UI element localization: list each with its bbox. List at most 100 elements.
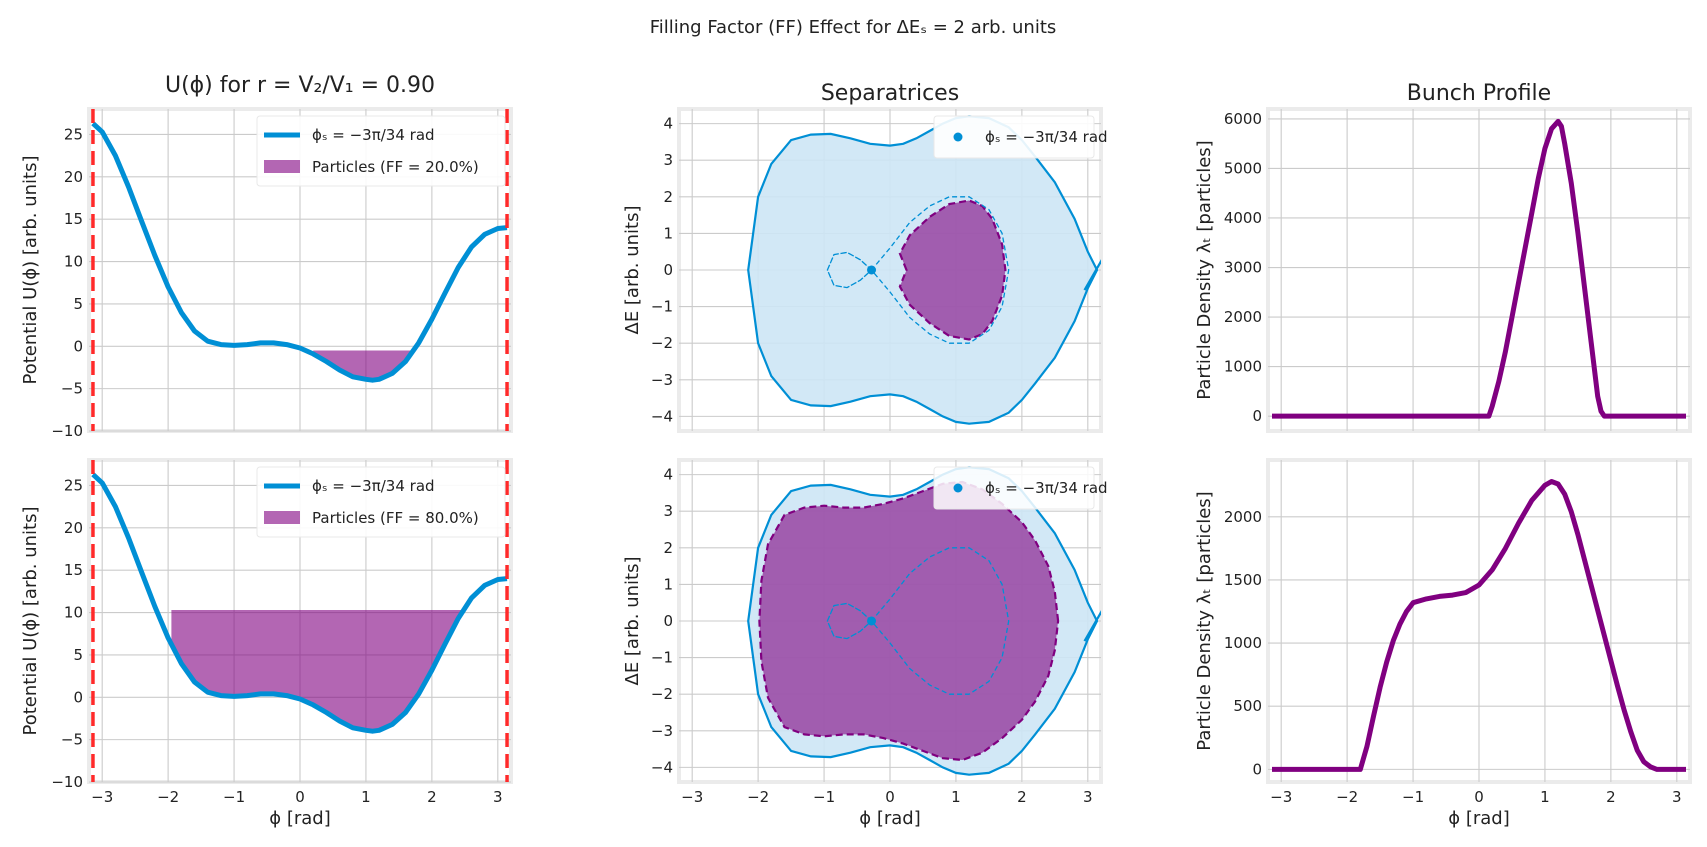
- plot-layer: [747, 115, 1101, 425]
- y-tick-label: 1: [663, 224, 673, 242]
- y-tick-label: 2: [663, 539, 673, 557]
- x-tick-label: 1: [1540, 788, 1550, 806]
- panel-potential-top: −10 −5 0 5 10 15 20 25 U(ϕ) for r = V₂/V₁ = 0.9…: [20, 73, 513, 440]
- bunch-profile-line: [1272, 118, 1686, 419]
- x-tick-label: 3: [493, 788, 503, 806]
- y-tick-label: −10: [51, 422, 83, 440]
- legend-swatch-particles: [264, 511, 300, 524]
- legend-box: [256, 115, 506, 187]
- y-tick-label: −4: [651, 758, 673, 776]
- y-tick-label: 5: [73, 646, 83, 664]
- y-tick-label: 4: [663, 466, 673, 484]
- separatrix-group: [747, 115, 1101, 425]
- y-tick-label: −2: [651, 685, 673, 703]
- y-tick-label: −3: [651, 722, 673, 740]
- particles-fill: [313, 350, 413, 381]
- panel-separatrix-top: −4 −3 −2 −1 0 1 2 3 4 Separatrices ΔE [arb. unit…: [622, 81, 1108, 433]
- legend-swatch-particles: [264, 160, 300, 173]
- ticks: −3 −2 −1 0 1 2 3 −4 −3 −2 −1 0 1 2 3 4: [651, 466, 1093, 806]
- y-tick-label: 0: [73, 688, 83, 706]
- panel-separatrix-bottom: −3 −2 −1 0 1 2 3 −4 −3 −2 −1 0 1 2 3 4 ϕ [rad] ΔE [arb.…: [622, 458, 1108, 829]
- x-tick-label: 2: [1017, 788, 1027, 806]
- y-tick-label: 0: [1252, 760, 1262, 778]
- x-tick-label: 2: [1606, 788, 1616, 806]
- x-tick-label: −3: [681, 788, 703, 806]
- y-tick-label: 10: [64, 253, 83, 271]
- legend-label-phis: ϕₛ = −3π/34 rad: [312, 126, 435, 144]
- potential-curve: [91, 472, 508, 734]
- y-tick-label: 1000: [1224, 634, 1262, 652]
- x-tick-label: −1: [813, 788, 835, 806]
- ticks: −3 −2 −1 0 1 2 3 0 500 1000 1500 2000: [1224, 508, 1682, 806]
- x-axis-label: ϕ [rad]: [1448, 808, 1510, 829]
- x-tick-label: 0: [1474, 788, 1484, 806]
- y-tick-label: 0: [663, 261, 673, 279]
- x-tick-label: 1: [951, 788, 961, 806]
- y-tick-label: −2: [651, 334, 673, 352]
- particle-region: [898, 199, 1007, 341]
- inner-separatrix: [826, 196, 1010, 344]
- particles-fill: [171, 610, 507, 732]
- legend-label-phis: ϕₛ = −3π/34 rad: [985, 128, 1108, 146]
- y-tick-label: 1: [663, 575, 673, 593]
- inner-separatrix: [826, 547, 1010, 695]
- x-tick-label: 3: [1672, 788, 1682, 806]
- potential-curve: [91, 121, 508, 383]
- plot-layer: [91, 109, 509, 431]
- y-tick-label: 2000: [1224, 508, 1262, 526]
- y-tick-label: 2000: [1224, 308, 1262, 326]
- y-tick-label: 20: [64, 168, 83, 186]
- y-tick-label: 25: [64, 476, 83, 494]
- separatrix-branch: [1083, 259, 1101, 291]
- ticks: −10 −5 0 5 10 15 20 25: [51, 125, 83, 440]
- y-tick-label: −4: [651, 407, 673, 425]
- y-tick-label: −5: [61, 731, 83, 749]
- y-tick-label: 0: [663, 612, 673, 630]
- legend: ϕₛ = −3π/34 rad Particles (FF = 20.0%): [256, 115, 506, 187]
- plot-layer: [1272, 479, 1686, 772]
- y-tick-label: 5000: [1224, 159, 1262, 177]
- x-tick-label: −1: [223, 788, 245, 806]
- legend-box: [933, 115, 1095, 159]
- y-tick-label: −3: [651, 371, 673, 389]
- y-tick-label: 6000: [1224, 110, 1262, 128]
- y-axis-label: ΔE [arb. units]: [622, 205, 643, 334]
- y-tick-label: 15: [64, 210, 83, 228]
- y-tick-label: 2: [663, 188, 673, 206]
- legend-label-phis: ϕₛ = −3π/34 rad: [985, 479, 1108, 497]
- legend: ϕₛ = −3π/34 rad: [933, 115, 1108, 159]
- y-tick-label: 25: [64, 125, 83, 143]
- ticks: 0 1000 2000 3000 4000 5000 6000: [1224, 110, 1262, 425]
- y-tick-label: −1: [651, 298, 673, 316]
- y-tick-label: −5: [61, 380, 83, 398]
- y-tick-label: 3: [663, 151, 673, 169]
- x-axis-label: ϕ [rad]: [269, 808, 331, 829]
- y-tick-label: 500: [1233, 697, 1262, 715]
- y-tick-label: 4000: [1224, 209, 1262, 227]
- x-axis-label: ϕ [rad]: [859, 808, 921, 829]
- x-tick-label: −2: [157, 788, 179, 806]
- y-tick-label: −1: [651, 649, 673, 667]
- plot-layer: [1272, 118, 1686, 419]
- y-tick-label: 0: [1252, 407, 1262, 425]
- y-tick-label: 10: [64, 604, 83, 622]
- legend: ϕₛ = −3π/34 rad: [933, 466, 1108, 510]
- y-axis-label: Particle Density λₜ [particles]: [1194, 140, 1215, 399]
- legend-box: [256, 466, 506, 538]
- separatrix-branch: [1083, 610, 1101, 642]
- legend-label-particles: Particles (FF = 80.0%): [312, 509, 479, 527]
- separatrix-group: [747, 466, 1101, 776]
- x-tick-label: −2: [747, 788, 769, 806]
- panel-title: Bunch Profile: [1407, 81, 1551, 106]
- x-tick-label: −3: [1270, 788, 1292, 806]
- y-tick-label: 4: [663, 115, 673, 133]
- panel-bunch-bottom: −3 −2 −1 0 1 2 3 0 500 1000 1500 2000 ϕ [rad] Parti…: [1194, 458, 1692, 829]
- synchronous-phase-point: [867, 265, 877, 275]
- synchronous-phase-point: [867, 616, 877, 626]
- panel-title: U(ϕ) for r = V₂/V₁ = 0.90: [165, 73, 435, 98]
- x-tick-label: −3: [91, 788, 113, 806]
- legend-box: [933, 466, 1095, 510]
